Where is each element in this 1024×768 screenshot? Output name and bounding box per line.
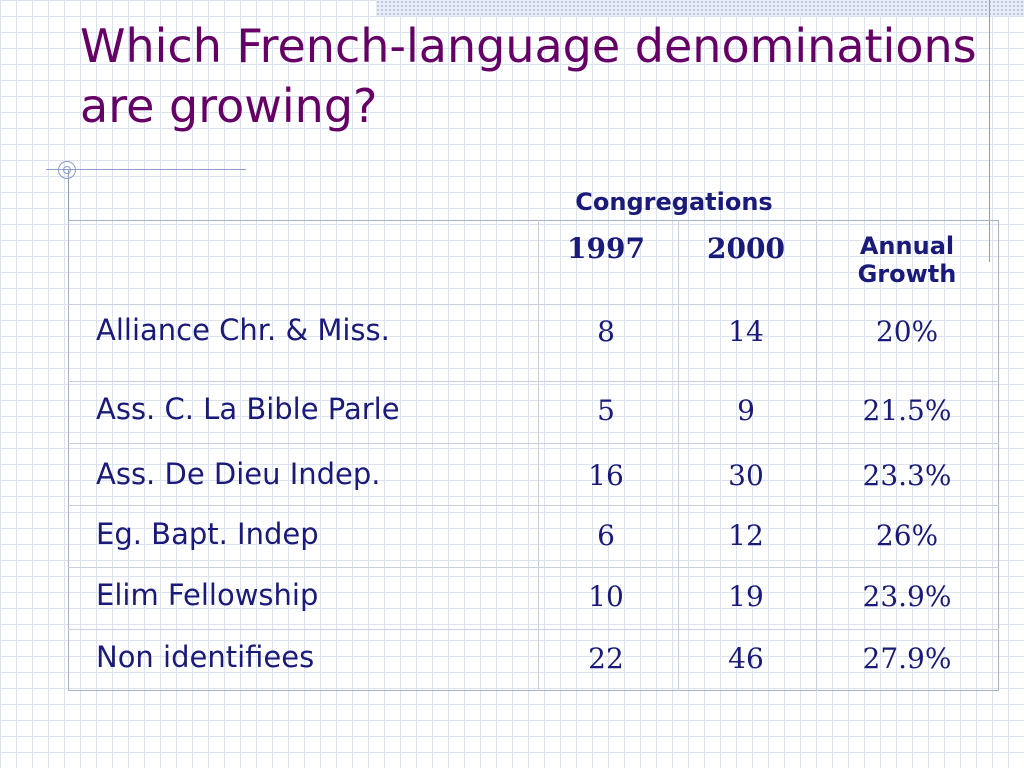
table-row-divider	[68, 443, 999, 444]
row-1997-value: 6	[597, 519, 615, 552]
row-growth-value: 26%	[875, 519, 939, 552]
table-col-divider	[816, 220, 817, 691]
row-growth-value: 27.9%	[862, 642, 952, 675]
table-row-divider	[68, 381, 999, 382]
table-row-divider	[68, 304, 999, 305]
row-1997-value: 8	[597, 315, 615, 348]
row-2000-value: 14	[728, 315, 764, 348]
table-row-divider	[68, 629, 999, 630]
row-denomination: Ass. C. La Bible Parle	[96, 392, 400, 426]
row-1997-value: 5	[597, 394, 615, 427]
row-growth-value: 23.9%	[862, 580, 952, 613]
row-2000-value: 9	[737, 394, 755, 427]
decorative-target-icon	[58, 161, 76, 179]
row-1997-value: 16	[588, 459, 624, 492]
table-col-divider	[678, 220, 679, 691]
data-table	[68, 220, 999, 691]
slide-title: Which French-language denominations are …	[80, 19, 977, 133]
row-denomination: Eg. Bapt. Indep	[96, 517, 319, 551]
row-2000-value: 30	[728, 459, 764, 492]
decorative-target-inner	[63, 166, 71, 174]
row-1997-value: 10	[588, 580, 624, 613]
decorative-title-rule	[46, 169, 246, 170]
decorative-right-rule	[989, 0, 990, 262]
row-1997-value: 22	[588, 642, 624, 675]
decorative-left-rule	[68, 170, 69, 226]
row-growth-value: 23.3%	[862, 459, 952, 492]
header-2000: 2000	[707, 232, 785, 265]
header-annual-growth: Annual Growth	[857, 232, 957, 288]
table-row-divider	[68, 567, 999, 568]
row-denomination: Ass. De Dieu Indep.	[96, 457, 381, 491]
row-denomination: Alliance Chr. & Miss.	[96, 313, 390, 347]
row-denomination: Elim Fellowship	[96, 578, 319, 612]
decorative-top-band	[376, 0, 1024, 16]
row-2000-value: 46	[728, 642, 764, 675]
row-growth-value: 21.5%	[862, 394, 952, 427]
row-2000-value: 12	[728, 519, 764, 552]
table-row-divider	[68, 505, 999, 506]
row-2000-value: 19	[728, 580, 764, 613]
congregations-header: Congregations	[575, 188, 773, 216]
row-growth-value: 20%	[875, 315, 939, 348]
row-denomination: Non identifiees	[96, 640, 315, 674]
table-col-divider	[538, 220, 539, 691]
header-1997: 1997	[567, 232, 645, 265]
